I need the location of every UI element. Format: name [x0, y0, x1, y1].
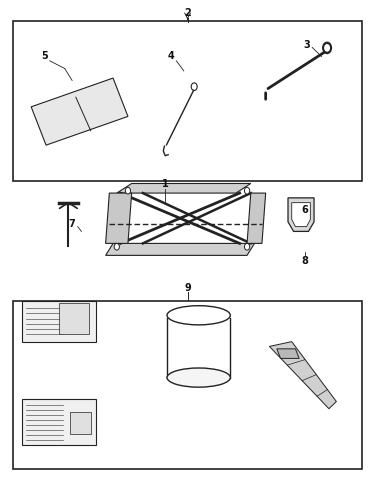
Polygon shape	[117, 184, 251, 193]
Polygon shape	[292, 202, 310, 227]
Text: 5: 5	[41, 52, 48, 62]
Circle shape	[244, 187, 250, 194]
FancyBboxPatch shape	[59, 303, 89, 335]
Circle shape	[322, 42, 332, 54]
Text: 6: 6	[302, 205, 308, 215]
Text: 9: 9	[184, 283, 191, 293]
Text: 7: 7	[69, 219, 75, 229]
Circle shape	[324, 44, 330, 52]
Circle shape	[114, 243, 119, 250]
Text: 2: 2	[184, 8, 191, 18]
FancyBboxPatch shape	[22, 399, 96, 445]
Text: 4: 4	[167, 52, 174, 62]
Polygon shape	[269, 342, 336, 409]
Text: 1: 1	[162, 179, 168, 189]
Text: 3: 3	[303, 40, 310, 51]
Polygon shape	[277, 349, 299, 359]
Polygon shape	[106, 243, 255, 255]
Polygon shape	[106, 193, 132, 243]
Polygon shape	[288, 198, 314, 231]
Ellipse shape	[167, 368, 230, 387]
Circle shape	[244, 243, 250, 250]
FancyBboxPatch shape	[70, 412, 91, 434]
Circle shape	[125, 187, 130, 194]
Polygon shape	[31, 78, 128, 145]
FancyBboxPatch shape	[22, 301, 96, 342]
Polygon shape	[247, 193, 266, 243]
Ellipse shape	[167, 306, 230, 325]
Text: 8: 8	[302, 256, 308, 266]
